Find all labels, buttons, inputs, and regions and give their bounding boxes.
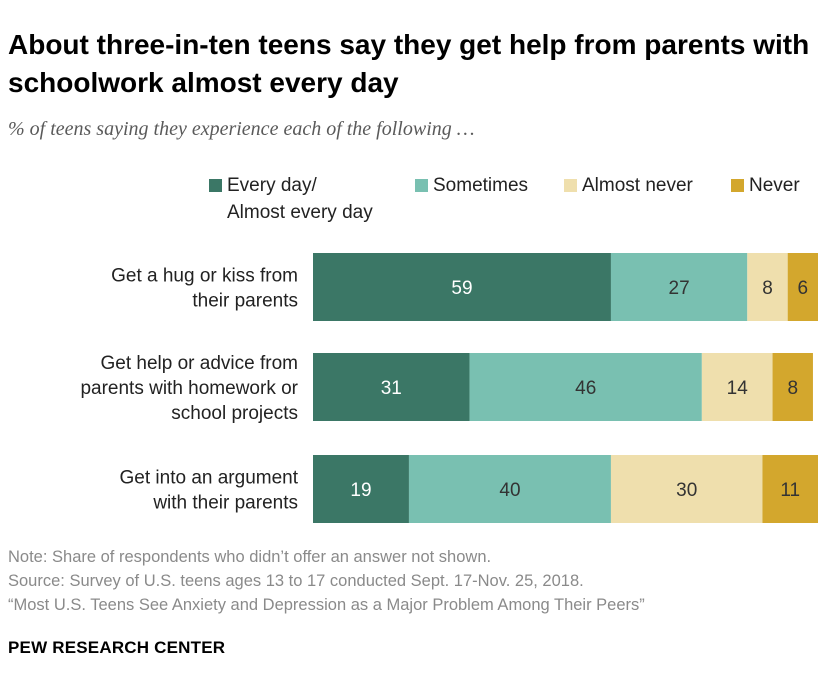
bar-segment-sometimes <box>408 455 611 523</box>
chart-title: About three-in-ten teens say they get he… <box>8 29 810 98</box>
data-label-every-day-almost-every-day: 19 <box>350 480 371 501</box>
bar-row-2: Get help or advice from parents with home… <box>80 353 813 424</box>
data-label-sometimes: 27 <box>669 278 690 299</box>
stacked-bar-chart: Get a hug or kiss from their parents 59 27 8… <box>80 253 818 523</box>
data-label-never: 6 <box>798 278 809 299</box>
chart-legend: Every day/ Almost every day Sometimes Al… <box>0 172 837 232</box>
bar-segment-every-day-almost-every-day <box>313 455 409 523</box>
chart-subtitle: % of teens saying they experience each o… <box>8 118 475 140</box>
bar-row-1: Get a hug or kiss from their parents 59 27 8… <box>111 253 818 321</box>
data-label-every-day-almost-every-day: 59 <box>451 278 472 299</box>
chart-notes: Note: Share of respondents who didn’t of… <box>8 545 645 617</box>
category-label: Get a hug or kiss from their parents <box>111 266 298 312</box>
data-label-almost-never: 14 <box>727 378 749 399</box>
data-label-sometimes: 46 <box>575 378 596 399</box>
data-label-almost-never: 8 <box>762 278 773 299</box>
legend-swatch-almost-never <box>564 179 577 192</box>
legend-label-sometimes: Sometimes <box>433 175 529 196</box>
bar-segment-never <box>762 455 818 523</box>
legend-item-almost-never: Almost never <box>564 172 693 199</box>
legend-label-never: Never <box>749 175 800 196</box>
bar-segment-almost-never <box>747 253 788 321</box>
bar-row-3: Get into an argument with their parents 19… <box>120 455 818 523</box>
data-label-sometimes: 40 <box>499 480 520 501</box>
bar-segment-almost-never <box>610 455 763 523</box>
legend-item-never: Never <box>731 172 800 199</box>
bar-segment-every-day-almost-every-day <box>313 253 611 321</box>
data-label-never: 8 <box>787 378 798 399</box>
category-label: Get into an argument with their parents <box>120 468 299 514</box>
bar-segment-sometimes <box>610 253 748 321</box>
note-text: Note: Share of respondents who didn’t of… <box>8 548 492 566</box>
bar-segment-sometimes <box>469 353 702 421</box>
legend-swatch-never <box>731 179 744 192</box>
legend-swatch-every-day <box>209 179 222 192</box>
source-text: Source: Survey of U.S. teens ages 13 to … <box>8 572 584 590</box>
legend-label-every-day: Every day/ Almost every day <box>227 175 373 223</box>
category-label: Get help or advice from parents with home… <box>80 353 298 424</box>
legend-swatch-sometimes <box>415 179 428 192</box>
data-label-almost-never: 30 <box>676 480 697 501</box>
report-text: “Most U.S. Teens See Anxiety and Depress… <box>8 596 645 614</box>
bar-segment-almost-never <box>701 353 773 421</box>
bar-segment-never <box>787 253 818 321</box>
bar-segment-every-day-almost-every-day <box>313 353 470 421</box>
brand-logo-text: PEW RESEARCH CENTER <box>8 638 226 657</box>
legend-item-sometimes: Sometimes <box>415 172 528 199</box>
legend-label-almost-never: Almost never <box>582 175 693 196</box>
legend-item-every-day: Every day/ Almost every day <box>209 172 373 226</box>
data-label-never: 11 <box>780 480 800 501</box>
data-label-every-day-almost-every-day: 31 <box>381 378 402 399</box>
bar-segment-never <box>772 353 813 421</box>
